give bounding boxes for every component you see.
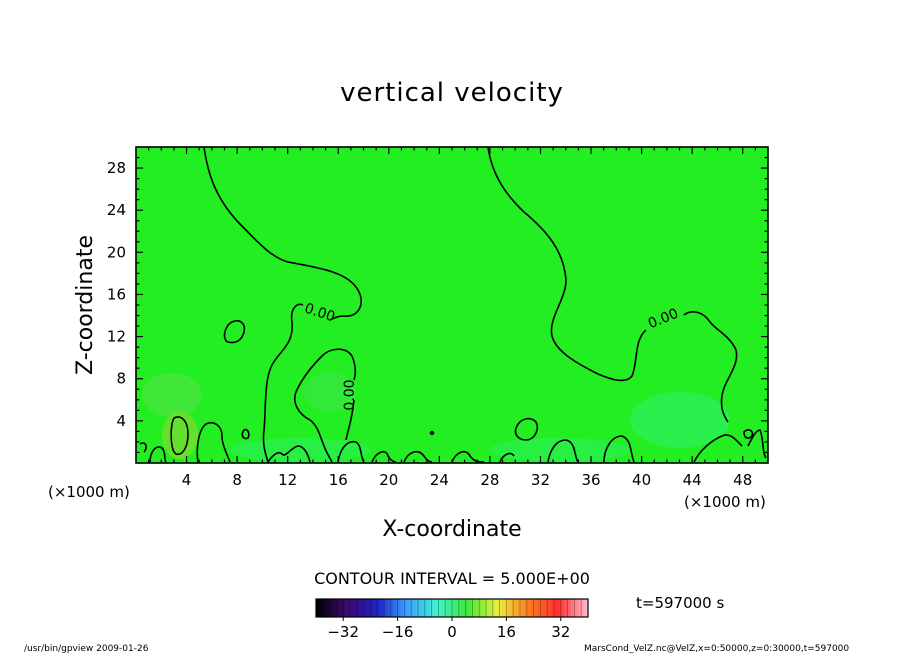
- contour-lines: [139, 146, 767, 463]
- contour-dot: [429, 430, 435, 436]
- x-tick-label: 28: [480, 471, 499, 489]
- x-tick-label: 40: [632, 471, 651, 489]
- contour-zero-left: [203, 146, 362, 463]
- x-unit-right: (×1000 m): [684, 493, 766, 511]
- contour-zero-mid: [294, 348, 357, 463]
- footer-left: /usr/bin/gpview 2009-01-26: [24, 644, 149, 654]
- y-tick-label: 12: [107, 328, 126, 346]
- colorbar-ticks: −32 −16 0 16 32: [327, 617, 570, 641]
- contour-small-cell-1: [223, 319, 246, 344]
- x-tick-label: 8: [232, 471, 242, 489]
- colorbar-stripes: [322, 599, 582, 617]
- y-tick-label: 28: [107, 159, 126, 177]
- colorbar-tick-label: 16: [497, 623, 516, 641]
- contour-small-cell-2: [170, 416, 189, 456]
- contour-ground-bumps: [139, 417, 767, 463]
- contour-small-cell-3: [241, 428, 250, 440]
- x-tick-label: 12: [278, 471, 297, 489]
- x-tick-label: 48: [733, 471, 752, 489]
- field-shading: [142, 372, 730, 462]
- x-axis-label: X-coordinate: [382, 517, 521, 542]
- y-tick-label: 20: [107, 243, 126, 261]
- time-label: t=597000 s: [636, 594, 724, 612]
- colorbar-tick-label: 0: [447, 623, 457, 641]
- x-tick-label: 16: [329, 471, 348, 489]
- x-tick-label: 44: [683, 471, 702, 489]
- contour-zero-right: [487, 146, 738, 423]
- y-tick-label: 4: [116, 412, 126, 430]
- colorbar-gradient: [316, 599, 588, 617]
- y-tick-label: 8: [116, 370, 126, 388]
- x-tick-label: 24: [430, 471, 449, 489]
- colorbar-tick-label: −16: [382, 623, 414, 641]
- x-tick-label: 32: [531, 471, 550, 489]
- footer-right: MarsCond_VelZ.nc@VelZ,x=0:50000,z=0:3000…: [584, 644, 849, 654]
- chart-title: vertical velocity: [340, 78, 564, 108]
- z-axis-label: Z-coordinate: [73, 235, 98, 375]
- colorbar-tick-label: −32: [327, 623, 359, 641]
- contour-zero-left-inner: [329, 315, 345, 321]
- y-tick-label: 24: [107, 201, 126, 219]
- x-tick-label: 36: [581, 471, 600, 489]
- x-tick-label: 20: [379, 471, 398, 489]
- x-unit-left: (×1000 m): [48, 483, 130, 501]
- x-tick-label: 4: [182, 471, 192, 489]
- axis-ticks: [136, 147, 768, 463]
- plot-area: 0.00 0.00 0.00 4 8 12 16 20 24 28 32 36 40 44 48481…: [107, 146, 769, 489]
- contour-interval: CONTOUR INTERVAL = 5.000E+00: [314, 569, 590, 588]
- contour-label: 0.00: [342, 379, 358, 410]
- colorbar-tick-label: 32: [551, 623, 570, 641]
- y-tick-label: 16: [107, 285, 126, 303]
- colorbar: −32 −16 0 16 32: [315, 598, 589, 641]
